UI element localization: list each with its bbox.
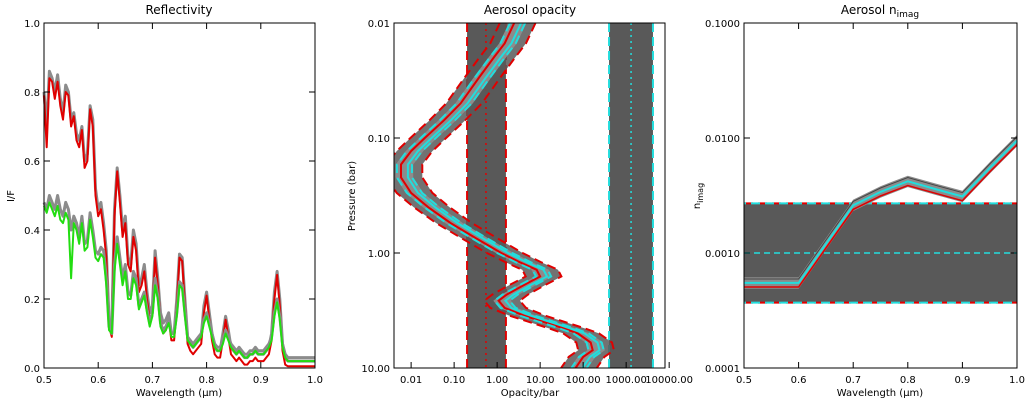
opacity-band-left-cyan [395,23,590,368]
opacity-band-left-red [394,23,580,368]
opacity-profile-cyan [406,23,601,368]
reflectivity-xlabel-symbol: μm [202,388,218,399]
reflectivity-xtick-label-2: 0.7 [144,375,160,386]
nimag-ytick-label-1: 0.0010 [705,249,740,260]
nimag-xtick-label-2: 0.7 [845,375,861,386]
nimag-title-main: Aerosol n [841,3,897,17]
reflectivity-ytick-label-2: 0.4 [24,226,40,237]
reflectivity-ticks: 0.5 0.6 0.7 0.8 0.9 1.0 0.0 0.2 0.4 0.6 0.8 1.0 [24,19,323,386]
reflectivity-ytick-label-0: 0.0 [24,364,40,375]
opacity-title: Aerosol opacity [484,3,576,17]
nimag-xlabel: Wavelength (μm) [837,388,924,399]
aerosol-opacity-chart: Aerosol opacity 0.01 0.10 1.00 10.00 100.00 1… [347,3,693,399]
nimag-xtick-label-3: 0.8 [900,375,916,386]
reflectivity-ytick-label-3: 0.6 [24,157,40,168]
opacity-frame [393,22,666,369]
opacity-band-right-cyan [411,23,605,368]
reflectivity-series-3 [43,201,315,363]
opacity-profile-red [400,23,594,368]
nimag-plot-area [744,134,1018,304]
opacity-xtick-label-2: 1.00 [486,375,508,386]
opacity-plot-area [394,23,654,368]
opacity-xtick-label-3: 10.00 [526,375,555,386]
reflectivity-ytick-label-1: 0.2 [24,295,40,306]
reflectivity-plot-area [42,69,315,368]
nimag-ticks: 0.5 0.6 0.7 0.8 0.9 1.0 0.0001 0.0010 0.0100 0.10… [705,19,1025,386]
opacity-xtick-label-1: 0.10 [443,375,465,386]
reflectivity-xlabel: Wavelength (μm) [136,388,223,399]
reflectivity-ylabel: I/F [6,190,17,202]
opacity-xtick-label-6: 10000.00 [645,375,693,386]
reflectivity-xtick-label-4: 0.9 [253,375,269,386]
nimag-xtick-label-4: 0.9 [954,375,970,386]
nimag-ylabel: nimag [692,183,705,209]
opacity-xtick-label-4: 100.00 [566,375,601,386]
reflectivity-frame [43,22,316,369]
opacity-ytick-label-2: 1.00 [368,249,390,260]
opacity-column-1 [609,23,653,368]
nimag-ylabel-subscript: imag [696,183,705,203]
nimag-xtick-label-5: 1.0 [1009,375,1025,386]
nimag-dark-line [744,136,1018,280]
nimag-xtick-label-1: 0.6 [791,375,807,386]
nimag-ytick-label-3: 0.1000 [705,19,740,30]
opacity-ylabel: Pressure (bar) [347,161,358,231]
nimag-red-line [744,144,1018,288]
reflectivity-xtick-label-5: 1.0 [307,375,323,386]
nimag-ytick-label-2: 0.0100 [705,134,740,145]
reflectivity-chart: Reflectivity 0.5 0.6 0.7 0.8 0.9 1.0 0.0 0.2 0.4… [6,3,323,399]
opacity-xtick-label-0: 0.01 [400,375,422,386]
opacity-xlabel: Opacity/bar [501,388,560,399]
reflectivity-xtick-label-3: 0.8 [199,375,215,386]
reflectivity-xtick-label-1: 0.6 [90,375,106,386]
opacity-ytick-label-1: 0.10 [368,134,390,145]
opacity-band-right-red [421,23,616,368]
reflectivity-ytick-label-5: 1.0 [24,19,40,30]
reflectivity-xlabel-post: ) [218,388,222,399]
nimag-title: Aerosol nimag [841,3,919,20]
reflectivity-xtick-label-0: 0.5 [36,375,52,386]
nimag-xlabel-symbol: μm [903,388,919,399]
nimag-xtick-label-0: 0.5 [736,375,752,386]
nimag-title-subscript: imag [897,10,920,20]
reflectivity-title: Reflectivity [145,3,212,17]
reflectivity-series-1 [43,77,315,368]
nimag-xlabel-pre: Wavelength ( [837,388,904,399]
opacity-band-dark [394,23,614,368]
nimag-ylabel-main: n [692,203,703,209]
nimag-ytick-label-0: 0.0001 [705,364,740,375]
nimag-cyan-line [744,139,1018,284]
nimag-xlabel-post: ) [919,388,923,399]
reflectivity-xlabel-pre: Wavelength ( [136,388,203,399]
opacity-ytick-label-0: 0.01 [368,19,390,30]
aerosol-nimag-chart: Aerosol nimag 0.5 0.6 0.7 0.8 0.9 1.00.00010.… [692,3,1025,399]
reflectivity-ytick-label-4: 0.8 [24,88,40,99]
opacity-xtick-label-5: 1000.00 [605,375,646,386]
nimag-frame [743,22,1018,369]
opacity-ytick-label-3: 10.00 [361,364,390,375]
